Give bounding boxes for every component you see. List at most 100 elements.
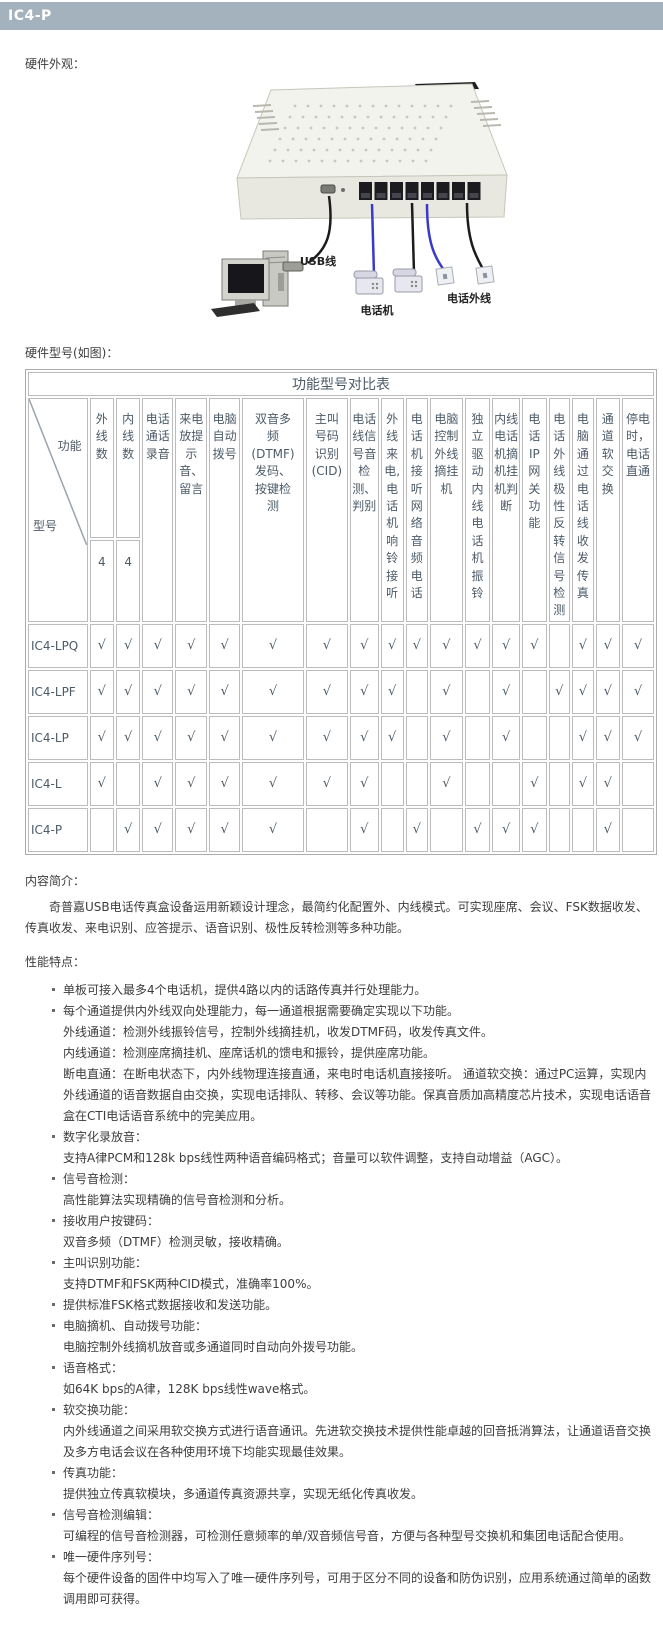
empty-cell bbox=[621, 807, 654, 852]
outside-cable-blue bbox=[425, 203, 446, 271]
page-title: IC4-P bbox=[8, 8, 52, 24]
model-name-cell: IC4-LP bbox=[28, 715, 88, 760]
page-content: 硬件外观： bbox=[0, 55, 663, 1630]
usb-port bbox=[320, 184, 336, 194]
empty-cell bbox=[621, 761, 654, 806]
column-header: 通道软交换 bbox=[595, 398, 620, 622]
column-header: 电话IP网关功能 bbox=[522, 398, 547, 622]
check-cell: √ bbox=[175, 761, 208, 806]
check-cell: √ bbox=[89, 669, 114, 714]
hardware-illustration: USB线 电话机 电话外线 bbox=[25, 78, 657, 330]
check-cell: √ bbox=[595, 761, 620, 806]
section-intro: 内容简介： bbox=[25, 873, 86, 888]
empty-cell bbox=[89, 807, 114, 852]
check-cell: √ bbox=[429, 761, 463, 806]
check-cell: √ bbox=[209, 761, 241, 806]
feature-head: 主叫识别功能： bbox=[63, 1255, 148, 1270]
check-cell: √ bbox=[349, 715, 379, 760]
outside-cable-black bbox=[465, 202, 485, 270]
empty-cell bbox=[380, 761, 404, 806]
rj-ports bbox=[359, 182, 481, 200]
feature-list: 单板可接入最多4个电话机，提供4路以内的话路传真并行处理能力。 每个通道提供内外线… bbox=[25, 980, 654, 1610]
wall-plate-2 bbox=[475, 265, 495, 285]
check-cell: √ bbox=[89, 623, 114, 668]
table-row: IC4-LPQ √ √ √ √ √ √ √ √ √ √ √ √ √ √ √ √ √ bbox=[28, 623, 654, 668]
feature-head: 软交换功能： bbox=[63, 1402, 136, 1417]
model-name-cell: IC4-LPF bbox=[28, 669, 88, 714]
section-hardware-model: 硬件型号(如图)： bbox=[25, 346, 119, 360]
empty-cell bbox=[115, 761, 141, 806]
outside-line-label: 电话外线 bbox=[447, 291, 491, 305]
corner-label-model: 型号 bbox=[33, 519, 58, 533]
check-cell: √ bbox=[175, 715, 208, 760]
column-header: 电话通话录音 bbox=[142, 398, 174, 622]
column-header: 外线来电,电话机响铃接听 bbox=[380, 398, 404, 622]
column-header: 独立驱动内线电话机振铃 bbox=[464, 398, 491, 622]
feature-detail: 可编程的信号音检测器，可检测任意频率的单/双音频信号音，方便与各种型号交换机和集… bbox=[63, 1528, 632, 1543]
check-cell: √ bbox=[209, 807, 241, 852]
feature-item: 语音格式： 如64K bps的A律，128K bps线性wave格式。 bbox=[52, 1358, 654, 1400]
check-cell: √ bbox=[209, 715, 241, 760]
empty-cell bbox=[464, 761, 491, 806]
check-cell: √ bbox=[349, 669, 379, 714]
check-cell: √ bbox=[522, 761, 547, 806]
check-cell: √ bbox=[242, 669, 304, 714]
corner-label-function: 功能 bbox=[57, 439, 82, 453]
feature-detail: 支持DTMF和FSK两种CID模式，准确率100%。 bbox=[63, 1276, 319, 1291]
check-cell: √ bbox=[349, 623, 379, 668]
feature-detail: 每个硬件设备的固件中均写入了唯一硬件序列号，可用于区分不同的设备和防伪识别，应用… bbox=[63, 1570, 652, 1606]
check-cell: √ bbox=[305, 761, 348, 806]
column-header: 停电时，电话直通 bbox=[621, 398, 654, 622]
check-cell: √ bbox=[242, 715, 304, 760]
check-cell: √ bbox=[595, 807, 620, 852]
check-cell: √ bbox=[115, 715, 141, 760]
table-row: IC4-LPF √ √ √ √ √ √ √ √ √ √ √ √ √ √ √ bbox=[28, 669, 654, 714]
check-cell: √ bbox=[349, 807, 379, 852]
usb-phone-box bbox=[236, 82, 508, 220]
table-title: 功能型号对比表 bbox=[28, 372, 654, 396]
feature-item: 电脑摘机、自动拨号功能： 电脑控制外线摘机放音或多通道同时自动向外拨号功能。 bbox=[52, 1316, 654, 1358]
wall-plate-1 bbox=[435, 266, 455, 286]
feature-item: 信号音检测编辑： 可编程的信号音检测器，可检测任意频率的单/双音频信号音，方便与各… bbox=[52, 1505, 654, 1547]
feature-head: 单板可接入最多4个电话机，提供4路以内的话路传真并行处理能力。 bbox=[63, 982, 427, 997]
empty-cell bbox=[522, 715, 547, 760]
feature-head: 信号音检测编辑： bbox=[63, 1507, 160, 1522]
column-header: 电话外线极性反转信号检测 bbox=[548, 398, 571, 622]
empty-cell bbox=[572, 807, 594, 852]
feature-item: 单板可接入最多4个电话机，提供4路以内的话路传真并行处理能力。 bbox=[52, 980, 654, 1001]
check-cell: √ bbox=[464, 807, 491, 852]
feature-detail: 支持A律PCM和128k bps线性两种语音编码格式；音量可以软件调整，支持自动… bbox=[63, 1150, 569, 1165]
empty-cell bbox=[405, 715, 428, 760]
check-cell: √ bbox=[429, 715, 463, 760]
empty-cell bbox=[522, 669, 547, 714]
feature-item: 接收用户按键码： 双音多频（DTMF）检测灵敏，接收精确。 bbox=[52, 1211, 654, 1253]
model-name-cell: IC4-P bbox=[28, 807, 88, 852]
check-cell: √ bbox=[572, 761, 594, 806]
check-cell: √ bbox=[621, 715, 654, 760]
column-header: 电话机接听网络音频电话 bbox=[405, 398, 428, 622]
check-cell: √ bbox=[548, 669, 571, 714]
empty-cell bbox=[548, 807, 571, 852]
check-cell: √ bbox=[305, 623, 348, 668]
check-cell: √ bbox=[242, 807, 304, 852]
check-cell: √ bbox=[242, 623, 304, 668]
feature-model-comparison-table: 功能型号对比表 功能 型号 外线数 内线数 电话通话录音 来电放提示音、留言 电脑自动拨号 双音… bbox=[25, 369, 657, 855]
check-cell: √ bbox=[429, 669, 463, 714]
phone-cable-black bbox=[410, 202, 416, 274]
diagonal-divider bbox=[29, 399, 87, 621]
device-diagram: USB线 电话机 电话外线 bbox=[211, 82, 508, 317]
model-name-cell: IC4-LPQ bbox=[28, 623, 88, 668]
column-header: 双音多频(DTMF)发码、按键检测 bbox=[242, 398, 304, 622]
check-cell: √ bbox=[349, 761, 379, 806]
empty-cell bbox=[548, 623, 571, 668]
section-features: 性能特点： bbox=[25, 954, 86, 969]
check-cell: √ bbox=[572, 669, 594, 714]
empty-cell bbox=[492, 761, 521, 806]
check-cell: √ bbox=[595, 669, 620, 714]
check-cell: √ bbox=[115, 669, 141, 714]
check-cell: √ bbox=[572, 715, 594, 760]
feature-item: 主叫识别功能： 支持DTMF和FSK两种CID模式，准确率100%。 bbox=[52, 1253, 654, 1295]
check-cell: √ bbox=[142, 623, 174, 668]
check-cell: √ bbox=[595, 623, 620, 668]
check-cell: √ bbox=[522, 807, 547, 852]
